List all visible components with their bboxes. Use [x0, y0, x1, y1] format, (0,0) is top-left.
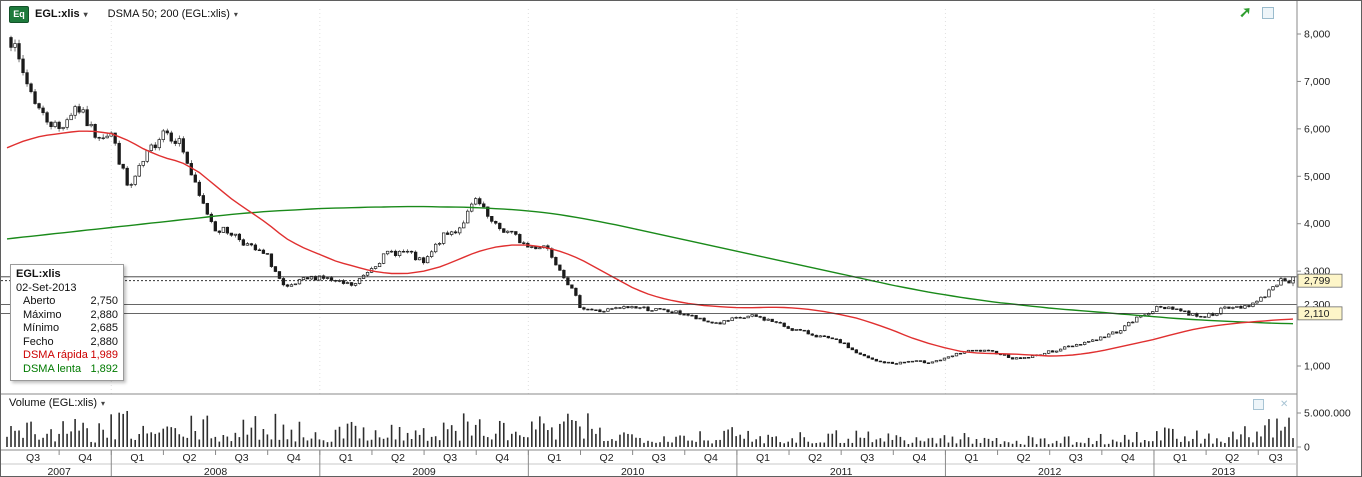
price-marker-box	[1297, 273, 1343, 288]
quarter-label: Q1	[964, 452, 978, 464]
ohlc-tooltip: EGL:xlis 02-Set-2013 Aberto 2,750 Máximo…	[10, 264, 124, 381]
quarter-label: Q1	[756, 452, 770, 464]
quarter-label: Q1	[1173, 452, 1187, 464]
volume-bars	[6, 410, 1294, 447]
close-icon[interactable]: ✕	[1280, 398, 1289, 410]
year-label: 2008	[204, 466, 228, 477]
tooltip-value: 2,685	[90, 322, 118, 334]
quarter-label: Q3	[235, 452, 249, 464]
year-label: 2009	[412, 466, 436, 477]
tooltip-label: Fecho	[23, 335, 54, 348]
tooltip-label: DSMA rápida	[23, 349, 88, 361]
tooltip-symbol: EGL:xlis	[16, 268, 61, 280]
quarter-label: Q3	[1269, 452, 1283, 464]
quarter-label: Q3	[443, 452, 457, 464]
tooltip-value: 1,989	[90, 349, 118, 361]
quarter-label: Q4	[287, 452, 301, 464]
quarter-label: Q3	[26, 452, 40, 464]
candles	[9, 35, 1295, 365]
tooltip-value: 2,750	[90, 295, 118, 307]
caret-down-icon: ▾	[101, 398, 106, 408]
tooltip-row-high: Máximo 2,880	[16, 309, 118, 323]
volume-panel-icons: ✕	[1253, 399, 1288, 410]
tooltip-row-open: Aberto 2,750	[16, 295, 118, 309]
dsma-fast-line	[6, 130, 1294, 357]
restore-icon[interactable]	[1253, 399, 1264, 410]
y-tick-label: 6,000	[1304, 123, 1330, 135]
volume-axis: 5.000.000 0	[1297, 408, 1351, 454]
tooltip-value: 1,892	[90, 362, 118, 375]
quarter-label: Q4	[78, 452, 92, 464]
price-marker-box	[1297, 306, 1343, 321]
quarter-label: Q4	[704, 452, 718, 464]
toolbar: Eq EGL:xlis ▾ DSMA 50; 200 (EGL:xlis) ▾	[1, 1, 238, 27]
year-label: 2007	[47, 466, 71, 477]
indicator-selector[interactable]: DSMA 50; 200 (EGL:xlis) ▾	[108, 8, 238, 20]
volume-zero-label: 0	[1304, 442, 1310, 454]
year-label: 2010	[621, 466, 645, 477]
volume-panel-header[interactable]: Volume (EGL:xlis) ▾	[9, 397, 105, 409]
tooltip-label: Mínimo	[23, 322, 60, 334]
tooltip-value: 2,880	[90, 308, 118, 321]
quarter-label: Q3	[652, 452, 666, 464]
y-axis: 8,0007,0006,0005,0004,0003,0001,0002,799…	[1297, 29, 1343, 373]
quarter-label: Q2	[808, 452, 822, 464]
quarter-label: Q4	[1121, 452, 1135, 464]
tooltip-label: Máximo	[23, 308, 62, 321]
tooltip-date: 02-Set-2013	[16, 282, 77, 294]
price-marker-label: 2,799	[1304, 275, 1330, 287]
year-gridlines	[110, 9, 1155, 394]
equity-badge[interactable]: Eq	[9, 5, 29, 23]
tooltip-label: Aberto	[23, 295, 56, 307]
y-tick-label: 4,000	[1304, 218, 1330, 230]
quarter-label: Q3	[1069, 452, 1083, 464]
quarter-label: Q4	[912, 452, 926, 464]
maximize-icon[interactable]	[1261, 7, 1274, 19]
year-label: 2012	[1038, 466, 1062, 477]
y-tick-label: 1,000	[1304, 361, 1330, 373]
indicator-label: DSMA 50; 200 (EGL:xlis)	[107, 8, 230, 20]
quarter-label: Q2	[1017, 452, 1031, 464]
y-tick-label: 5,000	[1304, 171, 1330, 183]
quarter-label: Q2	[600, 452, 614, 464]
quarter-label: Q1	[339, 452, 353, 464]
symbol-selector[interactable]: EGL:xlis ▾	[35, 8, 88, 20]
year-label: 2013	[1212, 466, 1236, 477]
y-tick-label: 7,000	[1304, 76, 1330, 88]
quarter-label: Q2	[391, 452, 405, 464]
topbar-right-icons: ➚	[1239, 4, 1274, 21]
y-tick-label: 8,000	[1304, 29, 1330, 41]
quarter-label: Q1	[547, 452, 561, 464]
volume-max-label: 5.000.000	[1304, 408, 1351, 420]
caret-down-icon: ▾	[83, 9, 88, 19]
tooltip-row-dsma-slow: DSMA lenta 1,892	[16, 363, 118, 377]
tooltip-row-dsma-fast: DSMA rápida 1,989	[16, 349, 118, 363]
price-marker-label: 2,110	[1304, 308, 1330, 320]
quarter-label: Q2	[1225, 452, 1239, 464]
tooltip-label: DSMA lenta	[23, 362, 82, 375]
tooltip-value: 2,880	[90, 335, 118, 348]
quarter-label: Q1	[130, 452, 144, 464]
tooltip-row-close: Fecho 2,880	[16, 336, 118, 350]
symbol-label: EGL:xlis	[35, 8, 80, 20]
quarter-label: Q3	[860, 452, 874, 464]
caret-down-icon: ▾	[233, 9, 238, 19]
x-axis: Q3 Q4 2007 Q1 Q2 Q3 Q4 2008 Q1 Q2 Q3 Q4 2009 Q1 Q2 Q3 Q4…	[1, 449, 1297, 477]
quarter-label: Q4	[495, 452, 509, 464]
year-label: 2011	[830, 466, 853, 477]
trend-arrow-icon[interactable]: ➚	[1239, 4, 1252, 21]
volume-label: Volume (EGL:xlis)	[9, 397, 98, 409]
dsma-slow-line	[6, 205, 1294, 325]
quarter-label: Q2	[182, 452, 196, 464]
tooltip-row-low: Mínimo 2,685	[16, 322, 118, 336]
